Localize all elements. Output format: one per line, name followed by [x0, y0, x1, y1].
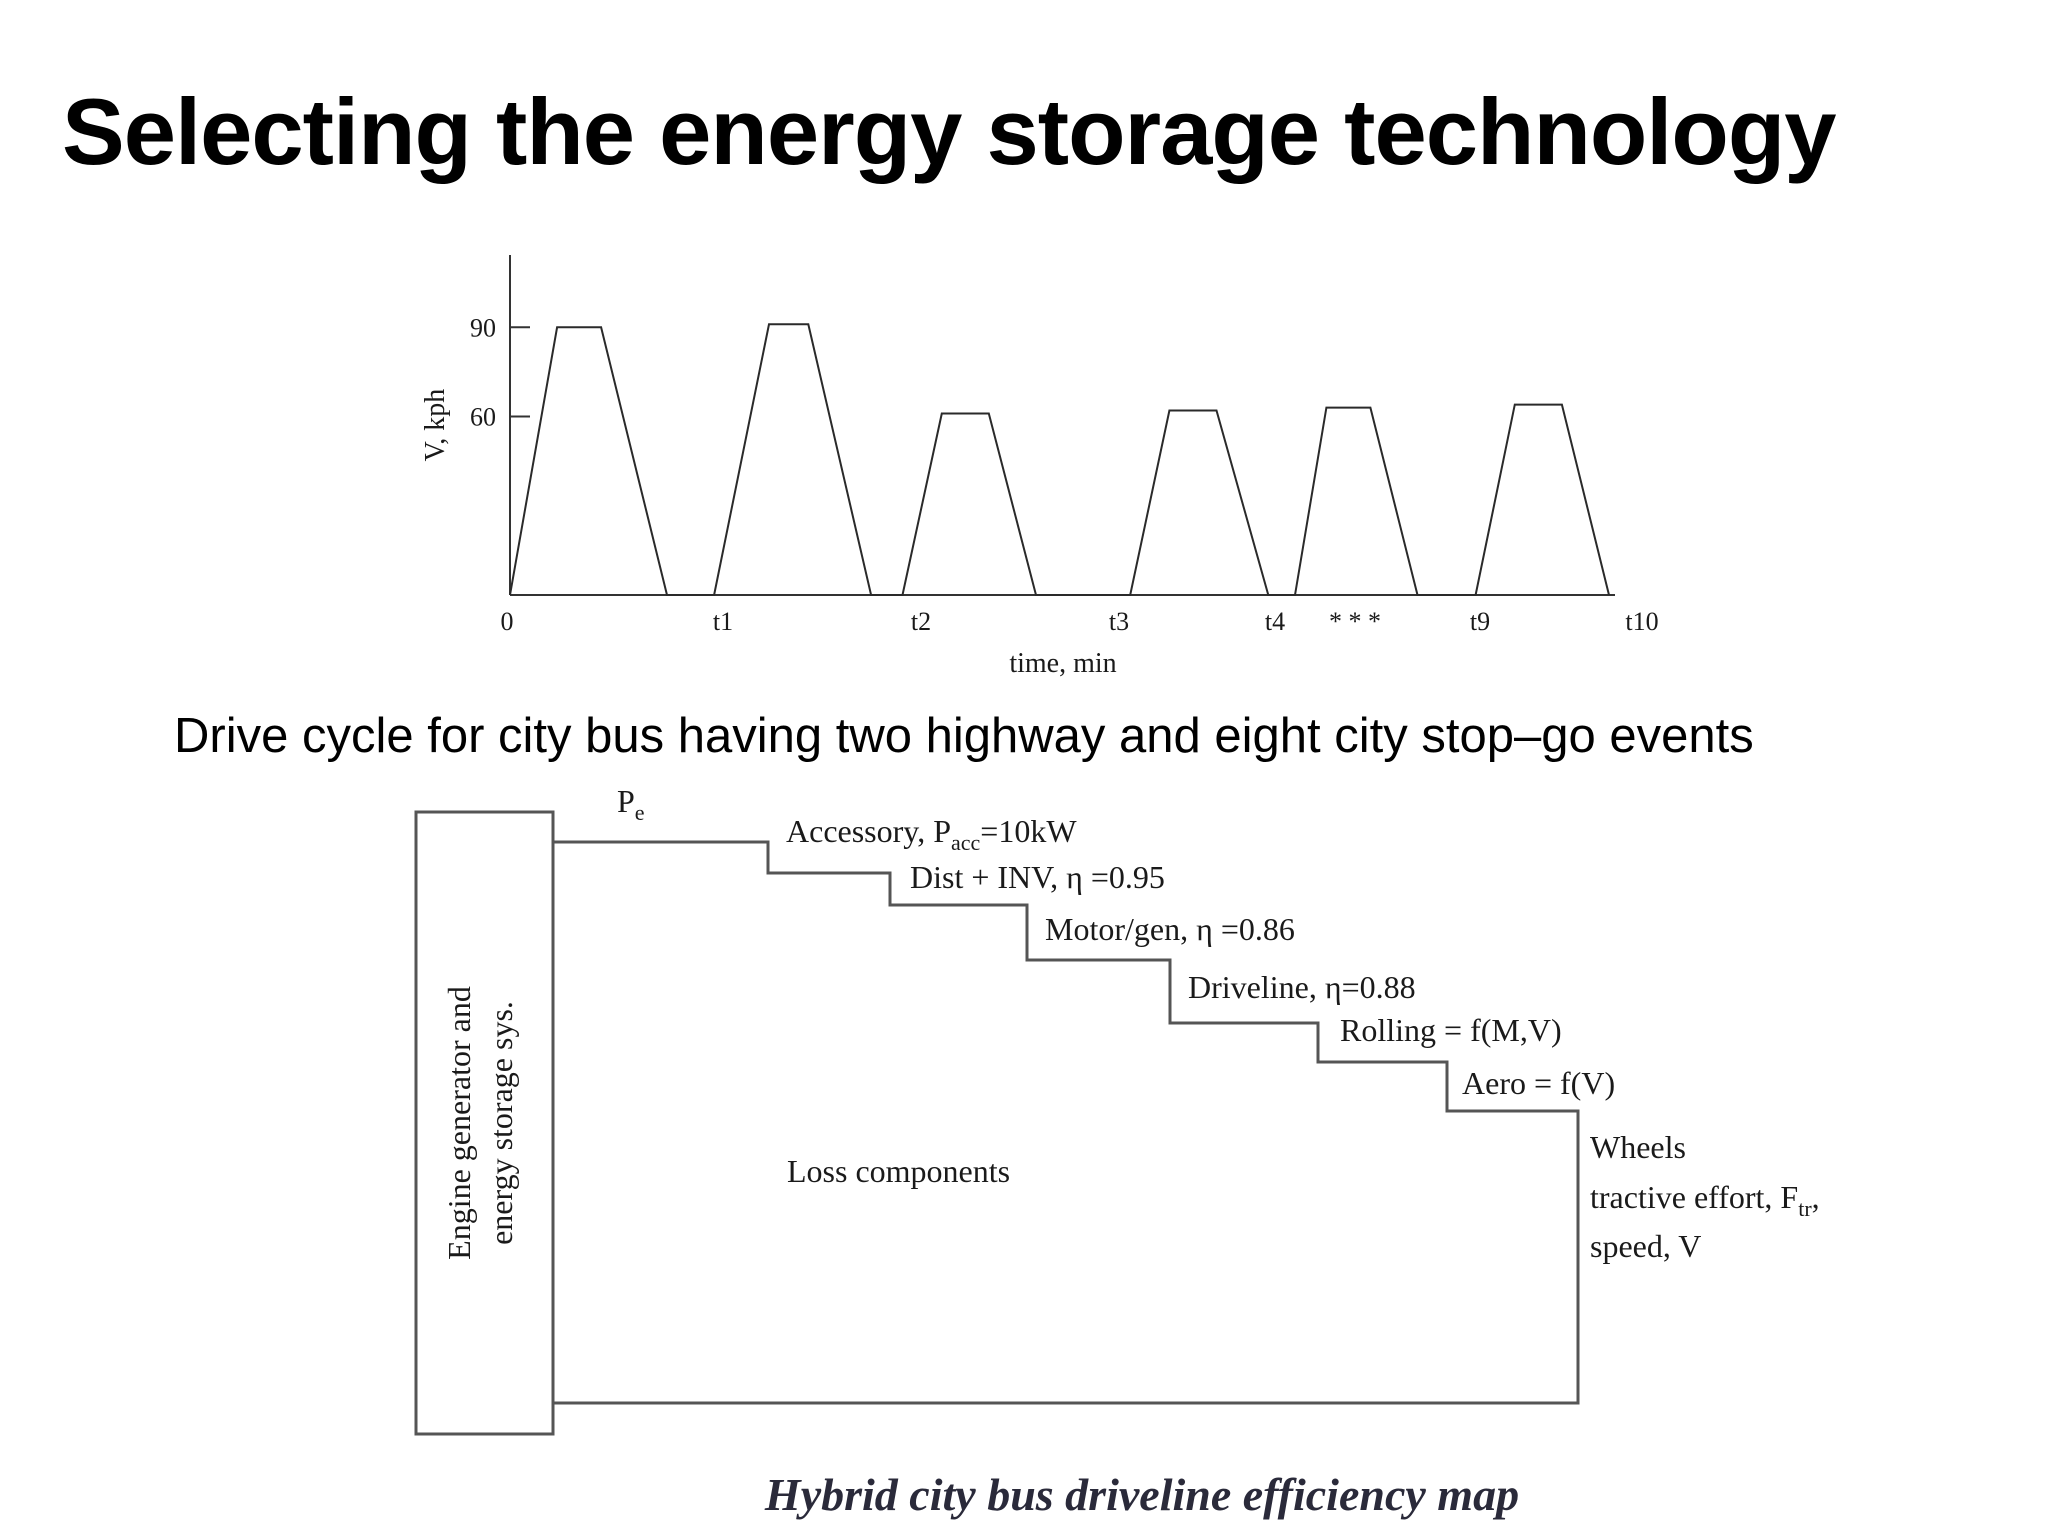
tractive-effort-label: tractive effort, Ftr, — [1590, 1179, 1820, 1221]
wheels-label: Wheels — [1590, 1129, 1686, 1165]
speed-profile-line — [509, 323, 1610, 596]
drive-cycle-chart: 90 60 0 t1 t2 t3 t4 * * * t9 t10 time, min V, kph — [420, 255, 1659, 679]
x-tick-label: t1 — [713, 607, 733, 636]
x-axis-label: time, min — [1009, 648, 1116, 679]
power-flow-staircase — [553, 840, 1580, 1405]
x-tick-label: t10 — [1625, 607, 1658, 636]
accessory-step-label: Accessory, Pacc=10kW — [786, 813, 1077, 855]
slide-title: Selecting the energy storage technology — [62, 79, 1837, 184]
efficiency-map-caption: Hybrid city bus driveline efficiency map — [764, 1469, 1519, 1520]
speed-label: speed, V — [1590, 1228, 1701, 1264]
y-tick-label: 60 — [470, 403, 496, 432]
y-tick-label: 90 — [470, 313, 496, 342]
engine-storage-box — [414, 810, 555, 1436]
driveline-step-label: Driveline, η=0.88 — [1188, 969, 1416, 1005]
x-tick-label: t4 — [1265, 607, 1285, 636]
aero-step-label: Aero = f(V) — [1462, 1065, 1615, 1101]
x-tick-label: t2 — [911, 607, 931, 636]
drive-cycle-caption: Drive cycle for city bus having two high… — [174, 709, 1754, 763]
engine-box-label-2: energy storage sys. — [483, 1001, 519, 1245]
y-axis-label: V, kph — [420, 389, 451, 462]
loss-components-label: Loss components — [787, 1153, 1010, 1189]
x-tick-label: 0 — [501, 607, 514, 636]
x-tick-label: t9 — [1470, 607, 1490, 636]
tick-group: 90 60 0 t1 t2 t3 t4 * * * t9 t10 — [470, 313, 1659, 636]
motor-gen-step-label: Motor/gen, η =0.86 — [1045, 911, 1295, 947]
pe-label: Pe — [617, 783, 645, 825]
rolling-step-label: Rolling = f(M,V) — [1340, 1012, 1562, 1048]
engine-box-label-1: Engine generator and — [441, 986, 477, 1260]
x-tick-label: t3 — [1109, 607, 1129, 636]
dist-inv-step-label: Dist + INV, η =0.95 — [910, 859, 1165, 895]
x-tick-label: * * * — [1329, 607, 1381, 636]
